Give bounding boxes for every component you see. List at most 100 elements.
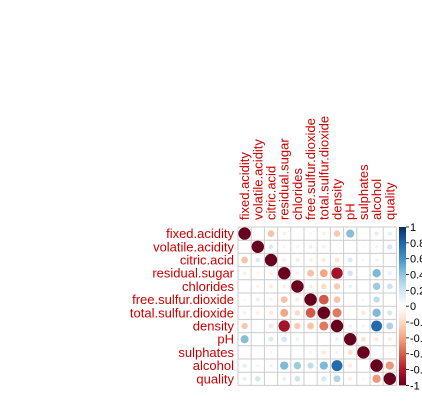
corr-circle-free.sulfur.dioxide-chlorides bbox=[295, 297, 300, 302]
corr-circle-pH-fixed.acidity bbox=[240, 335, 249, 344]
corr-circle-quality-citric.acid bbox=[270, 378, 272, 380]
corr-circle-alcohol-density bbox=[331, 360, 343, 372]
colorbar-tick-label: -0.8 bbox=[410, 365, 422, 377]
corr-circle-pH-residual.sugar bbox=[281, 336, 287, 342]
corr-circle-total.sulfur.dioxide-density bbox=[332, 308, 342, 318]
corr-circle-residual.sugar-sulphates bbox=[362, 272, 365, 275]
corr-circle-quality-density bbox=[333, 375, 341, 383]
corr-circle-citric.acid-fixed.acidity bbox=[241, 256, 248, 264]
corr-circle-chlorides-density bbox=[333, 283, 341, 290]
corr-circle-citric.acid-volatile.acidity bbox=[255, 257, 261, 263]
corr-circle-chlorides-free.sulfur.dioxide bbox=[308, 284, 313, 289]
corr-circle-sulphates-alcohol bbox=[375, 351, 378, 354]
corr-circle-density-pH bbox=[348, 324, 353, 328]
corr-circle-free.sulfur.dioxide-pH bbox=[349, 298, 351, 301]
corr-circle-citric.acid-total.sulfur.dioxide bbox=[321, 257, 326, 263]
corr-circle-sulphates-free.sulfur.dioxide bbox=[309, 350, 313, 354]
column-label: free.sulfur.dioxide bbox=[303, 118, 318, 220]
corr-circle-density-citric.acid bbox=[268, 323, 274, 329]
corr-circle-fixed.acidity-residual.sugar bbox=[282, 231, 287, 236]
corr-circle-residual.sugar-residual.sugar bbox=[278, 267, 291, 280]
corr-circle-total.sulfur.dioxide-quality bbox=[387, 310, 393, 316]
row-label: sulphates bbox=[178, 345, 234, 360]
corr-circle-sulphates-density bbox=[335, 350, 339, 355]
corr-circle-volatile.acidity-sulphates bbox=[362, 245, 365, 249]
corr-circle-free.sulfur.dioxide-residual.sugar bbox=[280, 296, 288, 303]
colorbar-tick-label: 1 bbox=[410, 222, 416, 234]
corr-circle-chlorides-alcohol bbox=[372, 282, 381, 291]
corr-circle-alcohol-total.sulfur.dioxide bbox=[319, 361, 328, 370]
corr-circle-citric.acid-density bbox=[334, 257, 340, 263]
row-label: density bbox=[193, 319, 235, 334]
corr-circle-citric.acid-sulphates bbox=[361, 258, 365, 262]
row-label: fixed.acidity bbox=[166, 226, 234, 241]
corr-circle-total.sulfur.dioxide-free.sulfur.dioxide bbox=[305, 307, 316, 318]
row-label: citric.acid bbox=[180, 253, 234, 268]
corr-circle-sulphates-quality bbox=[388, 351, 392, 354]
corr-circle-volatile.acidity-residual.sugar bbox=[282, 245, 286, 249]
corr-circle-density-total.sulfur.dioxide bbox=[319, 321, 329, 331]
row-labels: fixed.acidityvolatile.aciditycitric.acid… bbox=[130, 226, 235, 386]
corr-circle-alcohol-residual.sugar bbox=[280, 361, 289, 370]
corr-circle-citric.acid-quality bbox=[389, 259, 391, 261]
corr-circle-quality-quality bbox=[383, 372, 396, 385]
corr-circle-alcohol-quality bbox=[385, 361, 394, 370]
corr-circle-chlorides-pH bbox=[348, 284, 353, 289]
corr-circle-residual.sugar-chlorides bbox=[295, 271, 300, 276]
corr-circle-residual.sugar-volatile.acidity bbox=[256, 271, 260, 275]
corr-circle-fixed.acidity-pH bbox=[346, 229, 355, 238]
corr-circle-pH-citric.acid bbox=[268, 336, 274, 342]
corr-circle-residual.sugar-total.sulfur.dioxide bbox=[319, 269, 328, 278]
colorbar-tick-label: 0.6 bbox=[410, 254, 422, 266]
corr-circle-free.sulfur.dioxide-alcohol bbox=[373, 296, 380, 303]
colorbar bbox=[399, 227, 406, 386]
corr-circle-chlorides-residual.sugar bbox=[282, 284, 287, 289]
corr-circle-total.sulfur.dioxide-volatile.acidity bbox=[255, 310, 260, 315]
corr-circle-chlorides-citric.acid bbox=[268, 284, 274, 289]
corr-circle-volatile.acidity-alcohol bbox=[374, 245, 379, 249]
corr-circle-fixed.acidity-chlorides bbox=[296, 232, 299, 235]
corr-circle-citric.acid-residual.sugar bbox=[282, 258, 287, 262]
corr-circle-quality-sulphates bbox=[362, 377, 365, 381]
corr-circle-chlorides-chlorides bbox=[291, 280, 304, 293]
corr-circle-pH-quality bbox=[387, 337, 392, 342]
corr-circle-free.sulfur.dioxide-total.sulfur.dioxide bbox=[318, 294, 329, 305]
corr-circle-total.sulfur.dioxide-residual.sugar bbox=[280, 308, 289, 317]
corr-circle-total.sulfur.dioxide-citric.acid bbox=[268, 310, 274, 315]
correlation-circles bbox=[238, 227, 396, 385]
corr-circle-alcohol-citric.acid bbox=[269, 363, 273, 368]
corr-circle-volatile.acidity-fixed.acidity bbox=[243, 245, 246, 248]
corr-circle-citric.acid-citric.acid bbox=[264, 253, 278, 267]
column-label: quality bbox=[382, 182, 397, 220]
corr-circle-density-free.sulfur.dioxide bbox=[307, 322, 314, 330]
corr-circle-density-sulphates bbox=[361, 324, 366, 328]
corr-circle-fixed.acidity-quality bbox=[387, 231, 392, 236]
corr-circle-volatile.acidity-quality bbox=[387, 244, 393, 250]
corr-circle-sulphates-pH bbox=[347, 349, 353, 355]
colorbar-tick-label: 0.8 bbox=[410, 238, 422, 250]
corr-circle-citric.acid-free.sulfur.dioxide bbox=[308, 258, 313, 262]
corr-circle-volatile.acidity-density bbox=[335, 245, 339, 248]
corr-circle-residual.sugar-pH bbox=[347, 270, 353, 276]
corr-circle-fixed.acidity-free.sulfur.dioxide bbox=[309, 232, 312, 235]
colorbar-tick-label: -1 bbox=[410, 380, 420, 392]
column-label: pH bbox=[343, 203, 358, 220]
corr-circle-density-chlorides bbox=[294, 322, 301, 330]
corr-circle-free.sulfur.dioxide-free.sulfur.dioxide bbox=[304, 293, 317, 306]
corr-circle-alcohol-chlorides bbox=[293, 361, 302, 370]
corr-circle-chlorides-volatile.acidity bbox=[256, 284, 260, 289]
column-label: alcohol bbox=[369, 179, 384, 220]
corr-circle-volatile.acidity-total.sulfur.dioxide bbox=[321, 244, 326, 249]
corr-circle-free.sulfur.dioxide-volatile.acidity bbox=[255, 297, 260, 302]
corr-circle-quality-pH bbox=[348, 376, 353, 381]
corr-circle-total.sulfur.dioxide-fixed.acidity bbox=[242, 310, 247, 315]
corr-circle-quality-chlorides bbox=[294, 375, 301, 382]
column-labels: fixed.acidityvolatile.aciditycitric.acid… bbox=[237, 116, 397, 220]
corr-circle-residual.sugar-quality bbox=[387, 271, 392, 276]
row-label: alcohol bbox=[193, 358, 234, 373]
corr-circle-free.sulfur.dioxide-sulphates bbox=[361, 298, 365, 302]
column-label: total.sulfur.dioxide bbox=[316, 116, 331, 220]
corr-circle-pH-pH bbox=[344, 333, 357, 346]
corr-circle-sulphates-volatile.acidity bbox=[256, 351, 260, 354]
corr-circle-residual.sugar-fixed.acidity bbox=[242, 271, 247, 276]
